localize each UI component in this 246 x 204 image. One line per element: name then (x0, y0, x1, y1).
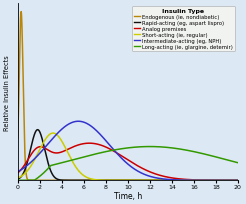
X-axis label: Time, h: Time, h (114, 191, 142, 200)
Y-axis label: Relative Insulin Effects: Relative Insulin Effects (4, 55, 10, 130)
Legend: Endogenous (ie, nondiabetic), Rapid-acting (eg, aspart lispro), Analog premixes,: Endogenous (ie, nondiabetic), Rapid-acti… (132, 7, 235, 52)
